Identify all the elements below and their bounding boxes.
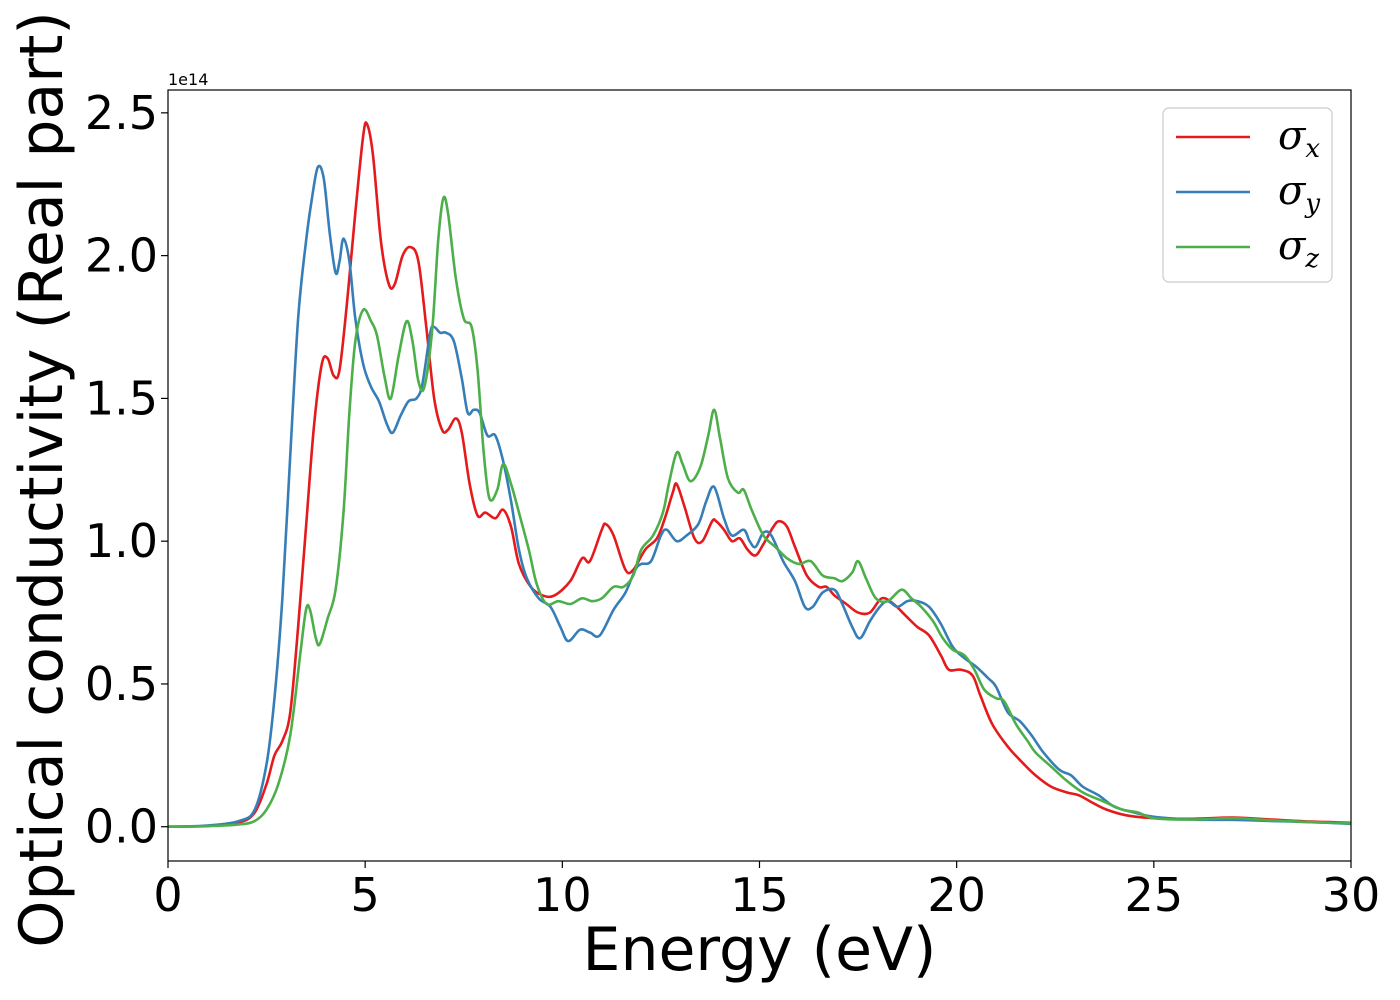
series-layer <box>168 121 1351 829</box>
legend-box <box>1162 107 1333 283</box>
y-tick-label: 0.0 <box>85 800 158 854</box>
y-tick-label: 1.0 <box>85 514 158 568</box>
x-tick-label: 30 <box>1322 868 1381 922</box>
x-axis-title: Energy (eV) <box>583 915 937 985</box>
y-offset-label: 1e14 <box>168 70 208 89</box>
x-tick-label: 20 <box>927 868 986 922</box>
x-tick-label: 0 <box>153 868 182 922</box>
y-tick-label: 2.5 <box>85 86 158 140</box>
y-axis-title: Optical conductivity (Real part) <box>7 11 77 948</box>
series-line-x <box>168 121 1351 829</box>
x-tick-label: 25 <box>1125 868 1184 922</box>
x-tick-label: 10 <box>533 868 592 922</box>
x-tick-label: 15 <box>730 868 789 922</box>
y-tick-label: 0.5 <box>85 657 158 711</box>
x-tick-label: 5 <box>351 868 380 922</box>
y-tick-label: 2.0 <box>85 229 158 283</box>
y-tick-label: 1.5 <box>85 371 158 425</box>
series-line-z <box>168 195 1351 829</box>
ticks-layer: 0 5 10 15 20 25 30 0.0 0.5 1.0 1.5 2.0 2.5 <box>85 86 1380 922</box>
